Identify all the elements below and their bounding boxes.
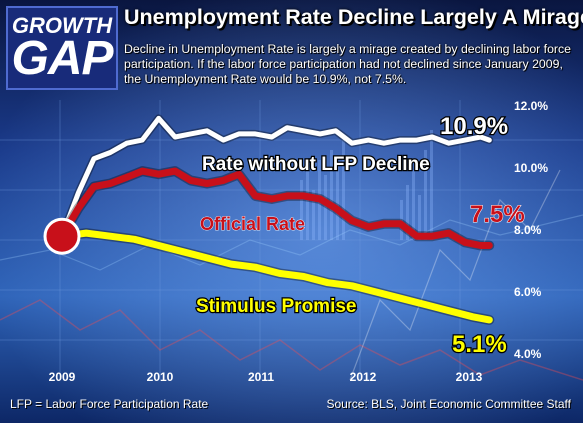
- y-tick-label: 12.0%: [514, 99, 548, 113]
- x-tick-label: 2011: [248, 370, 274, 384]
- y-tick-label: 8.0%: [514, 223, 542, 237]
- chart-title: Unemployment Rate Decline Largely A Mira…: [124, 5, 583, 29]
- series-end-value-label: 5.1%: [452, 331, 507, 358]
- x-tick-label: 2012: [350, 370, 377, 384]
- series-line: [59, 115, 492, 239]
- series-line: [58, 167, 493, 249]
- logo-line2: GAP: [11, 32, 113, 85]
- series-name-label: Stimulus Promise: [196, 296, 357, 317]
- series-end-value-label: 10.9%: [440, 113, 508, 140]
- y-tick-label: 10.0%: [514, 161, 548, 175]
- chart-subtitle: Decline in Unemployment Rate is largely …: [124, 42, 572, 86]
- series-end-value-label: 7.5%: [470, 201, 525, 228]
- x-tick-label: 2013: [456, 370, 483, 384]
- x-tick-label: 2009: [49, 370, 76, 384]
- series-name-label: Rate without LFP Decline: [202, 154, 430, 175]
- source-note: Source: BLS, Joint Economic Committee St…: [326, 397, 571, 411]
- series-line: [58, 229, 493, 324]
- x-tick-label: 2010: [147, 370, 174, 384]
- logo-line1: GROWTH: [11, 13, 113, 38]
- y-tick-label: 6.0%: [514, 285, 542, 299]
- y-tick-label: 4.0%: [514, 347, 542, 361]
- growth-gap-logo: GROWTH GAP: [6, 6, 118, 90]
- footnote: LFP = Labor Force Participation Rate: [10, 397, 209, 411]
- start-point-marker: [43, 217, 81, 255]
- series-name-label: Official Rate: [200, 214, 305, 234]
